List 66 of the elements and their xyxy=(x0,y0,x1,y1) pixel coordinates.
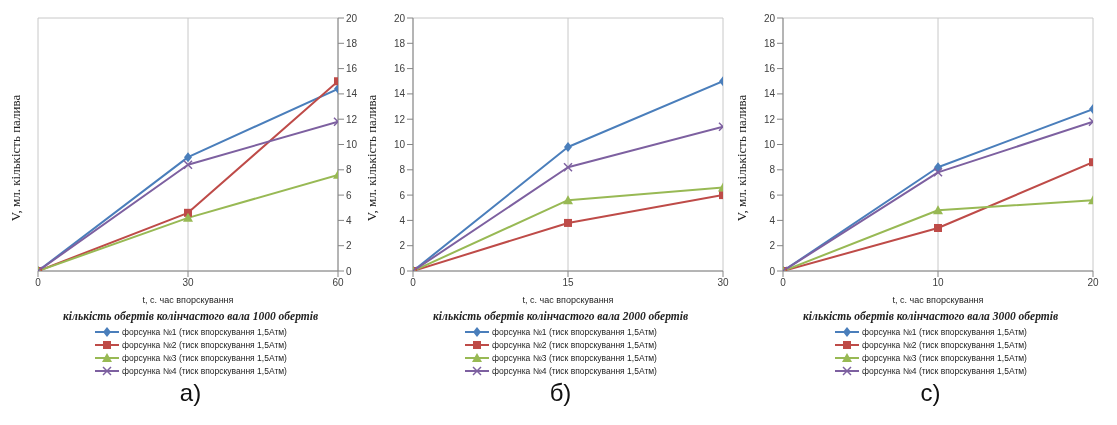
y-tick-label: 16 xyxy=(393,63,406,75)
y2-tick-label: 16 xyxy=(346,63,358,75)
legend-label: форсунка №1 (тиск впорскування 1,5Атм) xyxy=(122,326,287,337)
legend-label: форсунка №4 (тиск впорскування 1,5Атм) xyxy=(862,365,1027,376)
y2-tick-label: 18 xyxy=(346,37,358,49)
x-tick-label: 10 xyxy=(932,277,944,289)
legend-label: форсунка №3 (тиск впорскування 1,5Атм) xyxy=(492,352,657,363)
y2-tick-label: 10 xyxy=(346,139,358,151)
legend-label: форсунка №2 (тиск впорскування 1,5Атм) xyxy=(862,339,1027,350)
x-tick-label: 30 xyxy=(717,277,729,289)
y-tick-label: 0 xyxy=(399,265,406,277)
text: кількість обертів колінчастого вала 1000 обертів xyxy=(62,310,319,322)
y-tick-label: 18 xyxy=(393,37,406,49)
y2-tick-label: 2 xyxy=(346,240,352,252)
y-tick-label: 10 xyxy=(393,139,406,151)
y-tick-label: 12 xyxy=(763,113,776,125)
y-tick-label: 4 xyxy=(769,214,776,226)
y-tick-label: 4 xyxy=(399,214,406,226)
y-axis-title: V, мл. кількість палива xyxy=(364,94,380,222)
y-tick-label: 8 xyxy=(769,164,776,176)
legend-label: форсунка №2 (тиск впорскування 1,5Атм) xyxy=(122,339,287,350)
y-tick-label: 14 xyxy=(763,88,776,100)
text: кількість обертів колінчастого вала 2000 обертів xyxy=(432,310,689,322)
y2-tick-label: 14 xyxy=(346,88,358,100)
y-axis-title: V, мл. кількість палива xyxy=(734,94,750,222)
y2-tick-label: 20 xyxy=(346,12,358,24)
legend-label: форсунка №1 (тиск впорскування 1,5Атм) xyxy=(492,326,657,337)
x-tick-label: 0 xyxy=(780,277,787,289)
y-tick-label: 2 xyxy=(769,240,776,252)
y2-tick-label: 0 xyxy=(346,265,352,277)
y-tick-label: 10 xyxy=(763,139,776,151)
y2-tick-label: 12 xyxy=(346,113,358,125)
y-tick-label: 6 xyxy=(769,189,776,201)
y-tick-label: 14 xyxy=(393,88,406,100)
x-tick-label: 0 xyxy=(410,277,417,289)
legend-label: форсунка №1 (тиск впорскування 1,5Атм) xyxy=(862,326,1027,337)
x-tick-label: 60 xyxy=(332,277,344,289)
y2-tick-label: 6 xyxy=(346,189,352,201)
text: с) xyxy=(920,379,941,407)
y-tick-label: 2 xyxy=(399,240,406,252)
x-tick-label: 0 xyxy=(35,277,42,289)
y-axis-title: V, мл. кількість палива xyxy=(8,94,24,222)
y-tick-label: 16 xyxy=(763,63,776,75)
x-axis-title: t, с. час впорскування xyxy=(892,295,984,305)
x-axis-title: t, с. час впорскування xyxy=(522,295,614,305)
y-tick-label: 6 xyxy=(399,189,406,201)
y2-tick-label: 8 xyxy=(346,164,352,176)
y2-tick-label: 4 xyxy=(346,214,352,226)
x-tick-label: 15 xyxy=(562,277,574,289)
legend-label: форсунка №3 (тиск впорскування 1,5Атм) xyxy=(862,352,1027,363)
y-tick-label: 20 xyxy=(393,12,406,24)
x-tick-label: 20 xyxy=(1087,277,1099,289)
y-tick-label: 18 xyxy=(763,37,776,49)
y-tick-label: 8 xyxy=(399,164,406,176)
y-tick-label: 12 xyxy=(393,113,406,125)
x-tick-label: 30 xyxy=(182,277,194,289)
text: кількість обертів колінчастого вала 3000 обертів xyxy=(802,310,1059,322)
y-tick-label: 20 xyxy=(763,12,776,24)
legend-label: форсунка №2 (тиск впорскування 1,5Атм) xyxy=(492,339,657,350)
y-tick-label: 0 xyxy=(769,265,776,277)
legend-label: форсунка №3 (тиск впорскування 1,5Атм) xyxy=(122,352,287,363)
legend-label: форсунка №4 (тиск впорскування 1,5Атм) xyxy=(492,365,657,376)
x-axis-title: t, с. час впорскування xyxy=(142,295,234,305)
text: б) xyxy=(549,379,572,407)
legend-label: форсунка №4 (тиск впорскування 1,5Атм) xyxy=(122,365,287,376)
text: а) xyxy=(179,379,202,407)
